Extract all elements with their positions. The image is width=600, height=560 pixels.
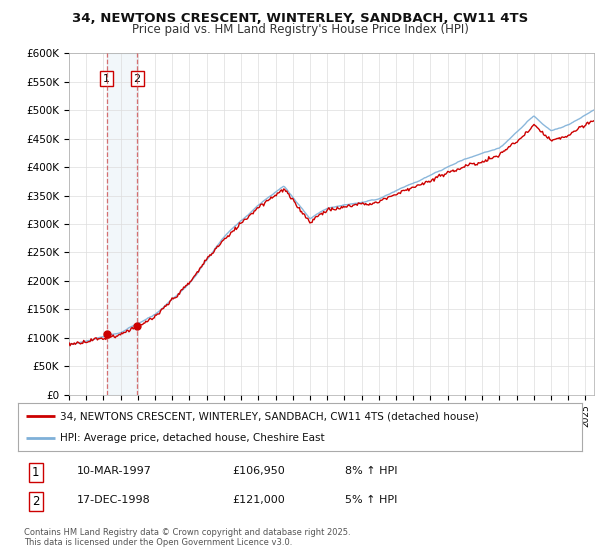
Text: Contains HM Land Registry data © Crown copyright and database right 2025.
This d: Contains HM Land Registry data © Crown c…: [23, 528, 350, 547]
Bar: [107, 53, 137, 395]
Text: 34, NEWTONS CRESCENT, WINTERLEY, SANDBACH, CW11 4TS (detached house): 34, NEWTONS CRESCENT, WINTERLEY, SANDBAC…: [60, 411, 479, 421]
Text: Price paid vs. HM Land Registry's House Price Index (HPI): Price paid vs. HM Land Registry's House …: [131, 23, 469, 36]
Text: 8% ↑ HPI: 8% ↑ HPI: [345, 466, 398, 476]
Text: 2: 2: [134, 74, 141, 83]
Text: £106,950: £106,950: [232, 466, 285, 476]
Text: 10-MAR-1997: 10-MAR-1997: [77, 466, 152, 476]
Text: 5% ↑ HPI: 5% ↑ HPI: [345, 496, 397, 505]
Text: 17-DEC-1998: 17-DEC-1998: [77, 496, 151, 505]
Text: 2: 2: [32, 496, 40, 508]
Text: 1: 1: [103, 74, 110, 83]
Text: £121,000: £121,000: [232, 496, 285, 505]
Text: HPI: Average price, detached house, Cheshire East: HPI: Average price, detached house, Ches…: [60, 433, 325, 443]
Text: 34, NEWTONS CRESCENT, WINTERLEY, SANDBACH, CW11 4TS: 34, NEWTONS CRESCENT, WINTERLEY, SANDBAC…: [72, 12, 528, 25]
Text: 1: 1: [32, 466, 40, 479]
